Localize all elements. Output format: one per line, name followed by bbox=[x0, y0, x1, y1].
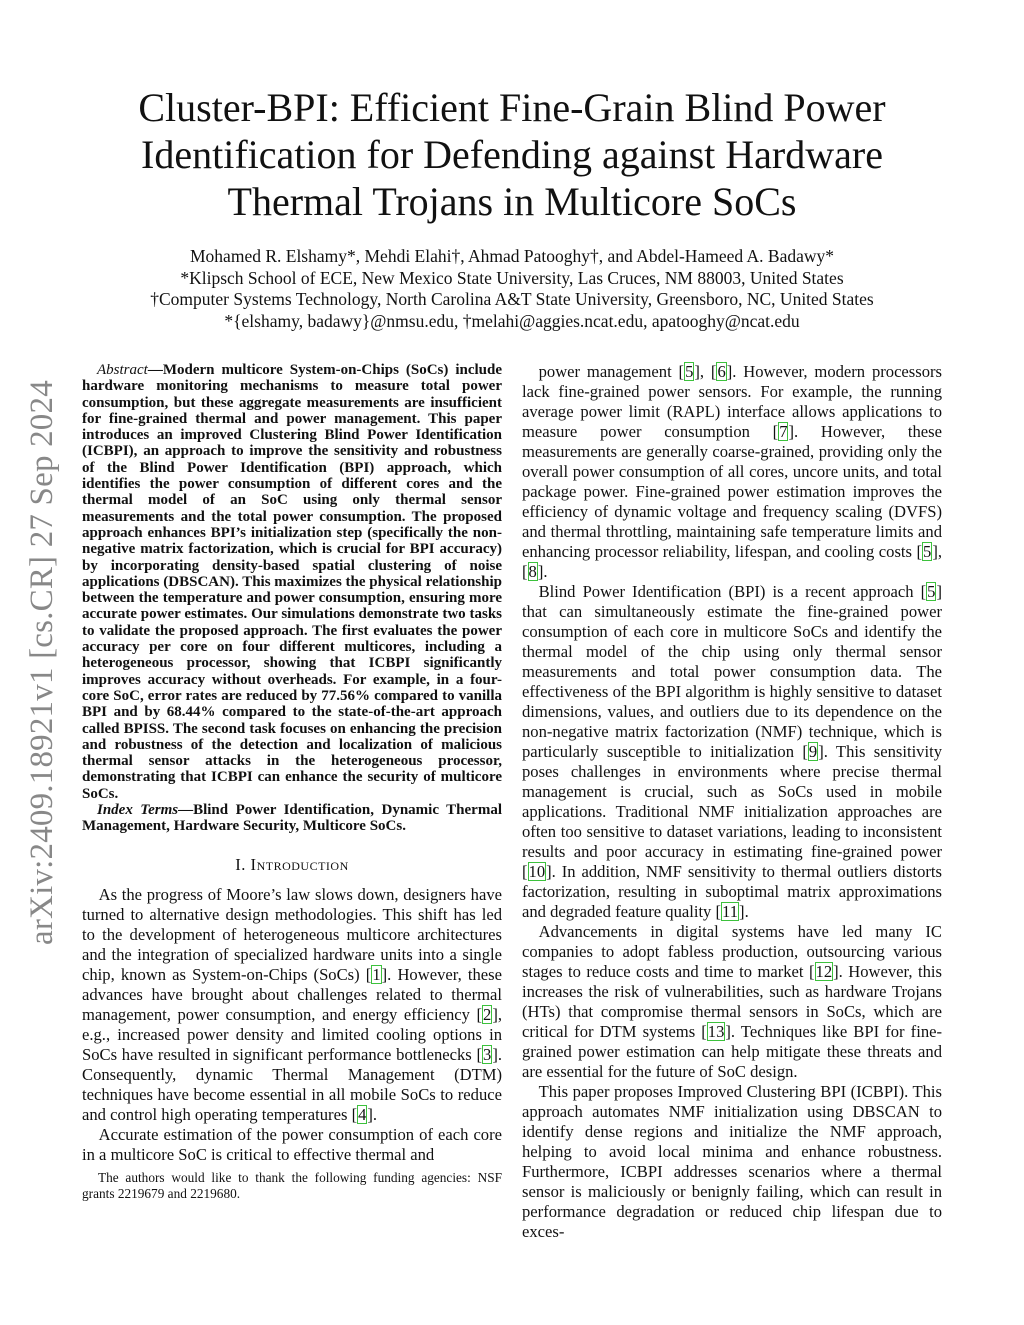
text-run: Accurate estimation of the power consump… bbox=[82, 1124, 502, 1164]
citation-number[interactable]: 4 bbox=[357, 1104, 368, 1124]
abstract-label: Abstract bbox=[97, 362, 148, 378]
text-run: power management bbox=[538, 362, 679, 381]
citation-number[interactable]: 5 bbox=[684, 362, 695, 381]
citation-number[interactable]: 3 bbox=[482, 1044, 493, 1064]
citation-link[interactable]: [3] bbox=[476, 1044, 498, 1064]
index-terms: Index Terms—Blind Power Identification, … bbox=[82, 802, 502, 835]
citation-number[interactable]: 9 bbox=[807, 742, 819, 761]
citation-number[interactable]: 13 bbox=[706, 1022, 726, 1041]
citation-link[interactable]: [5] bbox=[920, 582, 942, 601]
citation-number[interactable]: 8 bbox=[527, 562, 538, 581]
paragraph: power management [5], [6]. However, mode… bbox=[522, 362, 942, 582]
right-column: power management [5], [6]. However, mode… bbox=[522, 362, 942, 1242]
text-run: , bbox=[699, 362, 711, 381]
text-run: . However, these measurements are genera… bbox=[522, 422, 943, 561]
text-run: . In addition, NMF sensitivity to therma… bbox=[522, 862, 942, 921]
affiliation: *Klipsch School of ECE, New Mexico State… bbox=[180, 267, 844, 288]
text-run: . However, these advances have brought a… bbox=[82, 964, 502, 1024]
text-run: As the progress of Moore’s law slows dow… bbox=[82, 884, 502, 984]
citation-number[interactable]: 1 bbox=[371, 964, 382, 984]
citation-link[interactable]: [9] bbox=[802, 742, 824, 761]
arxiv-stamp: arXiv:2409.18921v1 [cs.CR] 27 Sep 2024 bbox=[24, 380, 60, 945]
citation-link[interactable]: [5] bbox=[678, 362, 700, 381]
paragraph: This paper proposes Improved Clustering … bbox=[522, 1082, 942, 1242]
emails: *{elshamy, badawy}@nmsu.edu, †melahi@agg… bbox=[224, 310, 800, 331]
citation-number[interactable]: 2 bbox=[482, 1004, 493, 1024]
citation-link[interactable]: [7] bbox=[772, 422, 795, 441]
citation-number[interactable]: 7 bbox=[778, 422, 789, 441]
abstract: Abstract—Modern multicore System-on-Chip… bbox=[82, 362, 502, 802]
title-line: Cluster-BPI: Efficient Fine-Grain Blind … bbox=[138, 85, 886, 130]
affiliation: †Computer Systems Technology, North Caro… bbox=[150, 289, 874, 309]
author-list: Mohamed R. Elshamy*, Mehdi Elahi†, Ahmad… bbox=[190, 246, 834, 266]
index-terms-text: —Blind Power Identification, Dynamic The… bbox=[82, 802, 502, 835]
citation-number[interactable]: 10 bbox=[527, 862, 547, 881]
text-run: . This sensitivity poses challenges in e… bbox=[522, 742, 942, 861]
citation-link[interactable]: [1] bbox=[365, 964, 388, 984]
citation-link[interactable]: [13] bbox=[701, 1022, 731, 1041]
paragraph: Accurate estimation of the power consump… bbox=[82, 1125, 502, 1165]
text-run: This paper proposes Improved Clustering … bbox=[522, 1082, 942, 1241]
paragraph: Advancements in digital systems have led… bbox=[522, 922, 942, 1082]
text-run: . Techniques like BPI for fine-grained p… bbox=[522, 1022, 943, 1081]
title-line: Identification for Defending against Har… bbox=[141, 132, 883, 177]
left-column: Abstract—Modern multicore System-on-Chip… bbox=[82, 362, 502, 1165]
citation-number[interactable]: 12 bbox=[814, 962, 834, 981]
text-run: . However, this increases the risk of vu… bbox=[522, 962, 942, 1041]
footnote: The authors would like to thank the foll… bbox=[82, 1170, 502, 1201]
intro-body-continued: power management [5], [6]. However, mode… bbox=[522, 362, 942, 1242]
text-run: . bbox=[543, 562, 548, 581]
citation-number[interactable]: 6 bbox=[716, 362, 727, 381]
citation-link[interactable]: [8] bbox=[522, 562, 544, 581]
abstract-text: —Modern multicore System-on-Chips (SoCs)… bbox=[82, 362, 502, 802]
text-run: Blind Power Identification (BPI) is a re… bbox=[538, 582, 921, 601]
paragraph: As the progress of Moore’s law slows dow… bbox=[82, 885, 502, 1125]
citation-link[interactable]: [6] bbox=[710, 362, 733, 381]
citation-link[interactable]: [11] bbox=[715, 902, 745, 921]
text-run: , bbox=[937, 542, 942, 561]
citation-link[interactable]: [4] bbox=[351, 1104, 373, 1124]
citation-number[interactable]: 5 bbox=[922, 542, 933, 561]
text-run: . bbox=[372, 1104, 378, 1124]
text-run: . bbox=[744, 902, 749, 921]
text-run: . However, modern processors lack fine-g… bbox=[522, 362, 942, 441]
paragraph: Blind Power Identification (BPI) is a re… bbox=[522, 582, 942, 922]
paper-title: Cluster-BPI: Efficient Fine-Grain Blind … bbox=[0, 84, 1024, 225]
text-run: , e.g., increased power density and limi… bbox=[82, 1004, 502, 1064]
author-block: Mohamed R. Elshamy*, Mehdi Elahi†, Ahmad… bbox=[0, 246, 1024, 332]
citation-link[interactable]: [5] bbox=[916, 542, 938, 561]
citation-number[interactable]: 11 bbox=[721, 902, 740, 921]
title-line: Thermal Trojans in Multicore SoCs bbox=[227, 179, 797, 224]
citation-link[interactable]: [2] bbox=[476, 1004, 498, 1024]
section-heading: I. Introduction bbox=[235, 854, 349, 874]
text-run: that can simultaneously estimate the fin… bbox=[522, 602, 942, 761]
intro-body: As the progress of Moore’s law slows dow… bbox=[82, 885, 502, 1165]
citation-number[interactable]: 5 bbox=[926, 582, 937, 601]
citation-link[interactable]: [12] bbox=[808, 962, 839, 981]
citation-link[interactable]: [10] bbox=[522, 862, 552, 881]
text-run: . Consequently, dynamic Thermal Manageme… bbox=[82, 1044, 502, 1124]
index-terms-label: Index Terms bbox=[97, 802, 179, 819]
text-run: Advancements in digital systems have led… bbox=[522, 922, 942, 981]
